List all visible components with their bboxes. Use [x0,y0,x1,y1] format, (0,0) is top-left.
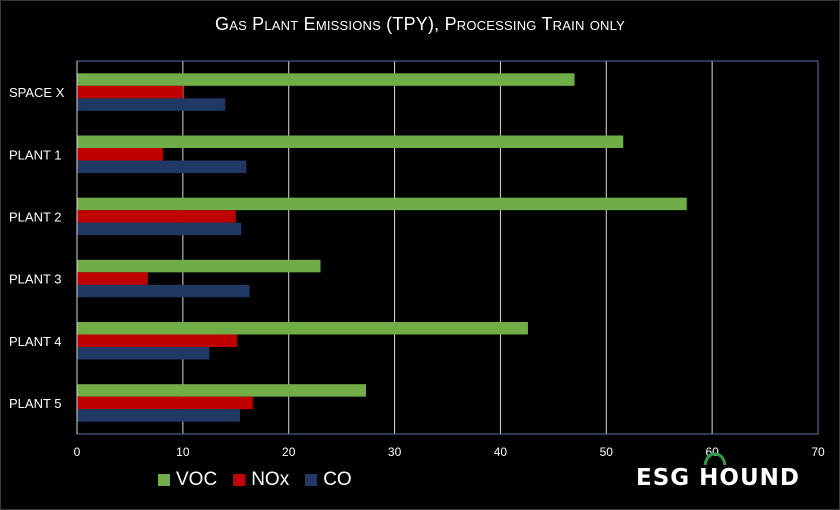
bars [77,73,687,422]
bar-nox-plant-4 [77,334,237,347]
bar-co-plant-2 [77,222,242,236]
x-tick-label: 30 [388,445,402,459]
legend-swatch-nox [233,474,246,486]
bar-nox-plant-1 [77,148,163,161]
bar-voc-plant-4 [77,322,528,335]
bar-nox-plant-3 [77,272,148,285]
bar-co-plant-4 [77,347,210,360]
logo-hound-ears-icon [703,452,727,466]
legend: VOC NOx CO [158,466,352,494]
legend-label-co: CO [323,469,352,490]
legend-item-nox: NOx [233,469,289,491]
y-tick-label: PLANT 4 [9,334,62,349]
bar-nox-space-x [77,85,183,99]
y-tick-label: PLANT 3 [9,272,62,287]
legend-item-co: CO [305,469,352,491]
bar-voc-plant-1 [77,135,624,148]
x-tick-label: 0 [74,445,81,459]
bar-nox-plant-5 [77,396,253,410]
bar-co-plant-5 [77,409,241,422]
x-tick-label: 50 [600,445,614,459]
bar-voc-plant-5 [77,384,366,397]
x-tick-label: 10 [176,445,190,459]
y-tick-label: PLANT 2 [9,209,62,224]
y-tick-label: PLANT 5 [9,396,62,411]
x-tick-label: 20 [282,445,296,459]
legend-swatch-voc [158,474,170,486]
bar-co-plant-1 [77,160,247,173]
legend-label-nox: NOx [251,469,290,490]
bar-co-space-x [77,98,226,111]
x-tick-label: 70 [811,445,825,459]
y-tick-label: SPACE X [9,85,65,100]
bar-voc-plant-2 [77,197,687,211]
bar-voc-plant-3 [77,259,321,273]
gridlines [182,61,819,434]
bar-co-plant-3 [77,284,250,298]
x-tick-label: 40 [494,445,508,459]
chart-title: Gas Plant Emissions (TPY), Processing Tr… [215,14,625,34]
plot-area-border [76,60,819,435]
legend-swatch-co [305,474,318,486]
bar-nox-plant-2 [77,210,236,223]
legend-label-voc: VOC [176,469,218,490]
bar-voc-space-x [77,73,575,86]
y-tick-label: PLANT 1 [9,147,62,162]
legend-item-voc: VOC [158,469,217,491]
esg-hound-logo: ESG HOUND [636,465,800,491]
